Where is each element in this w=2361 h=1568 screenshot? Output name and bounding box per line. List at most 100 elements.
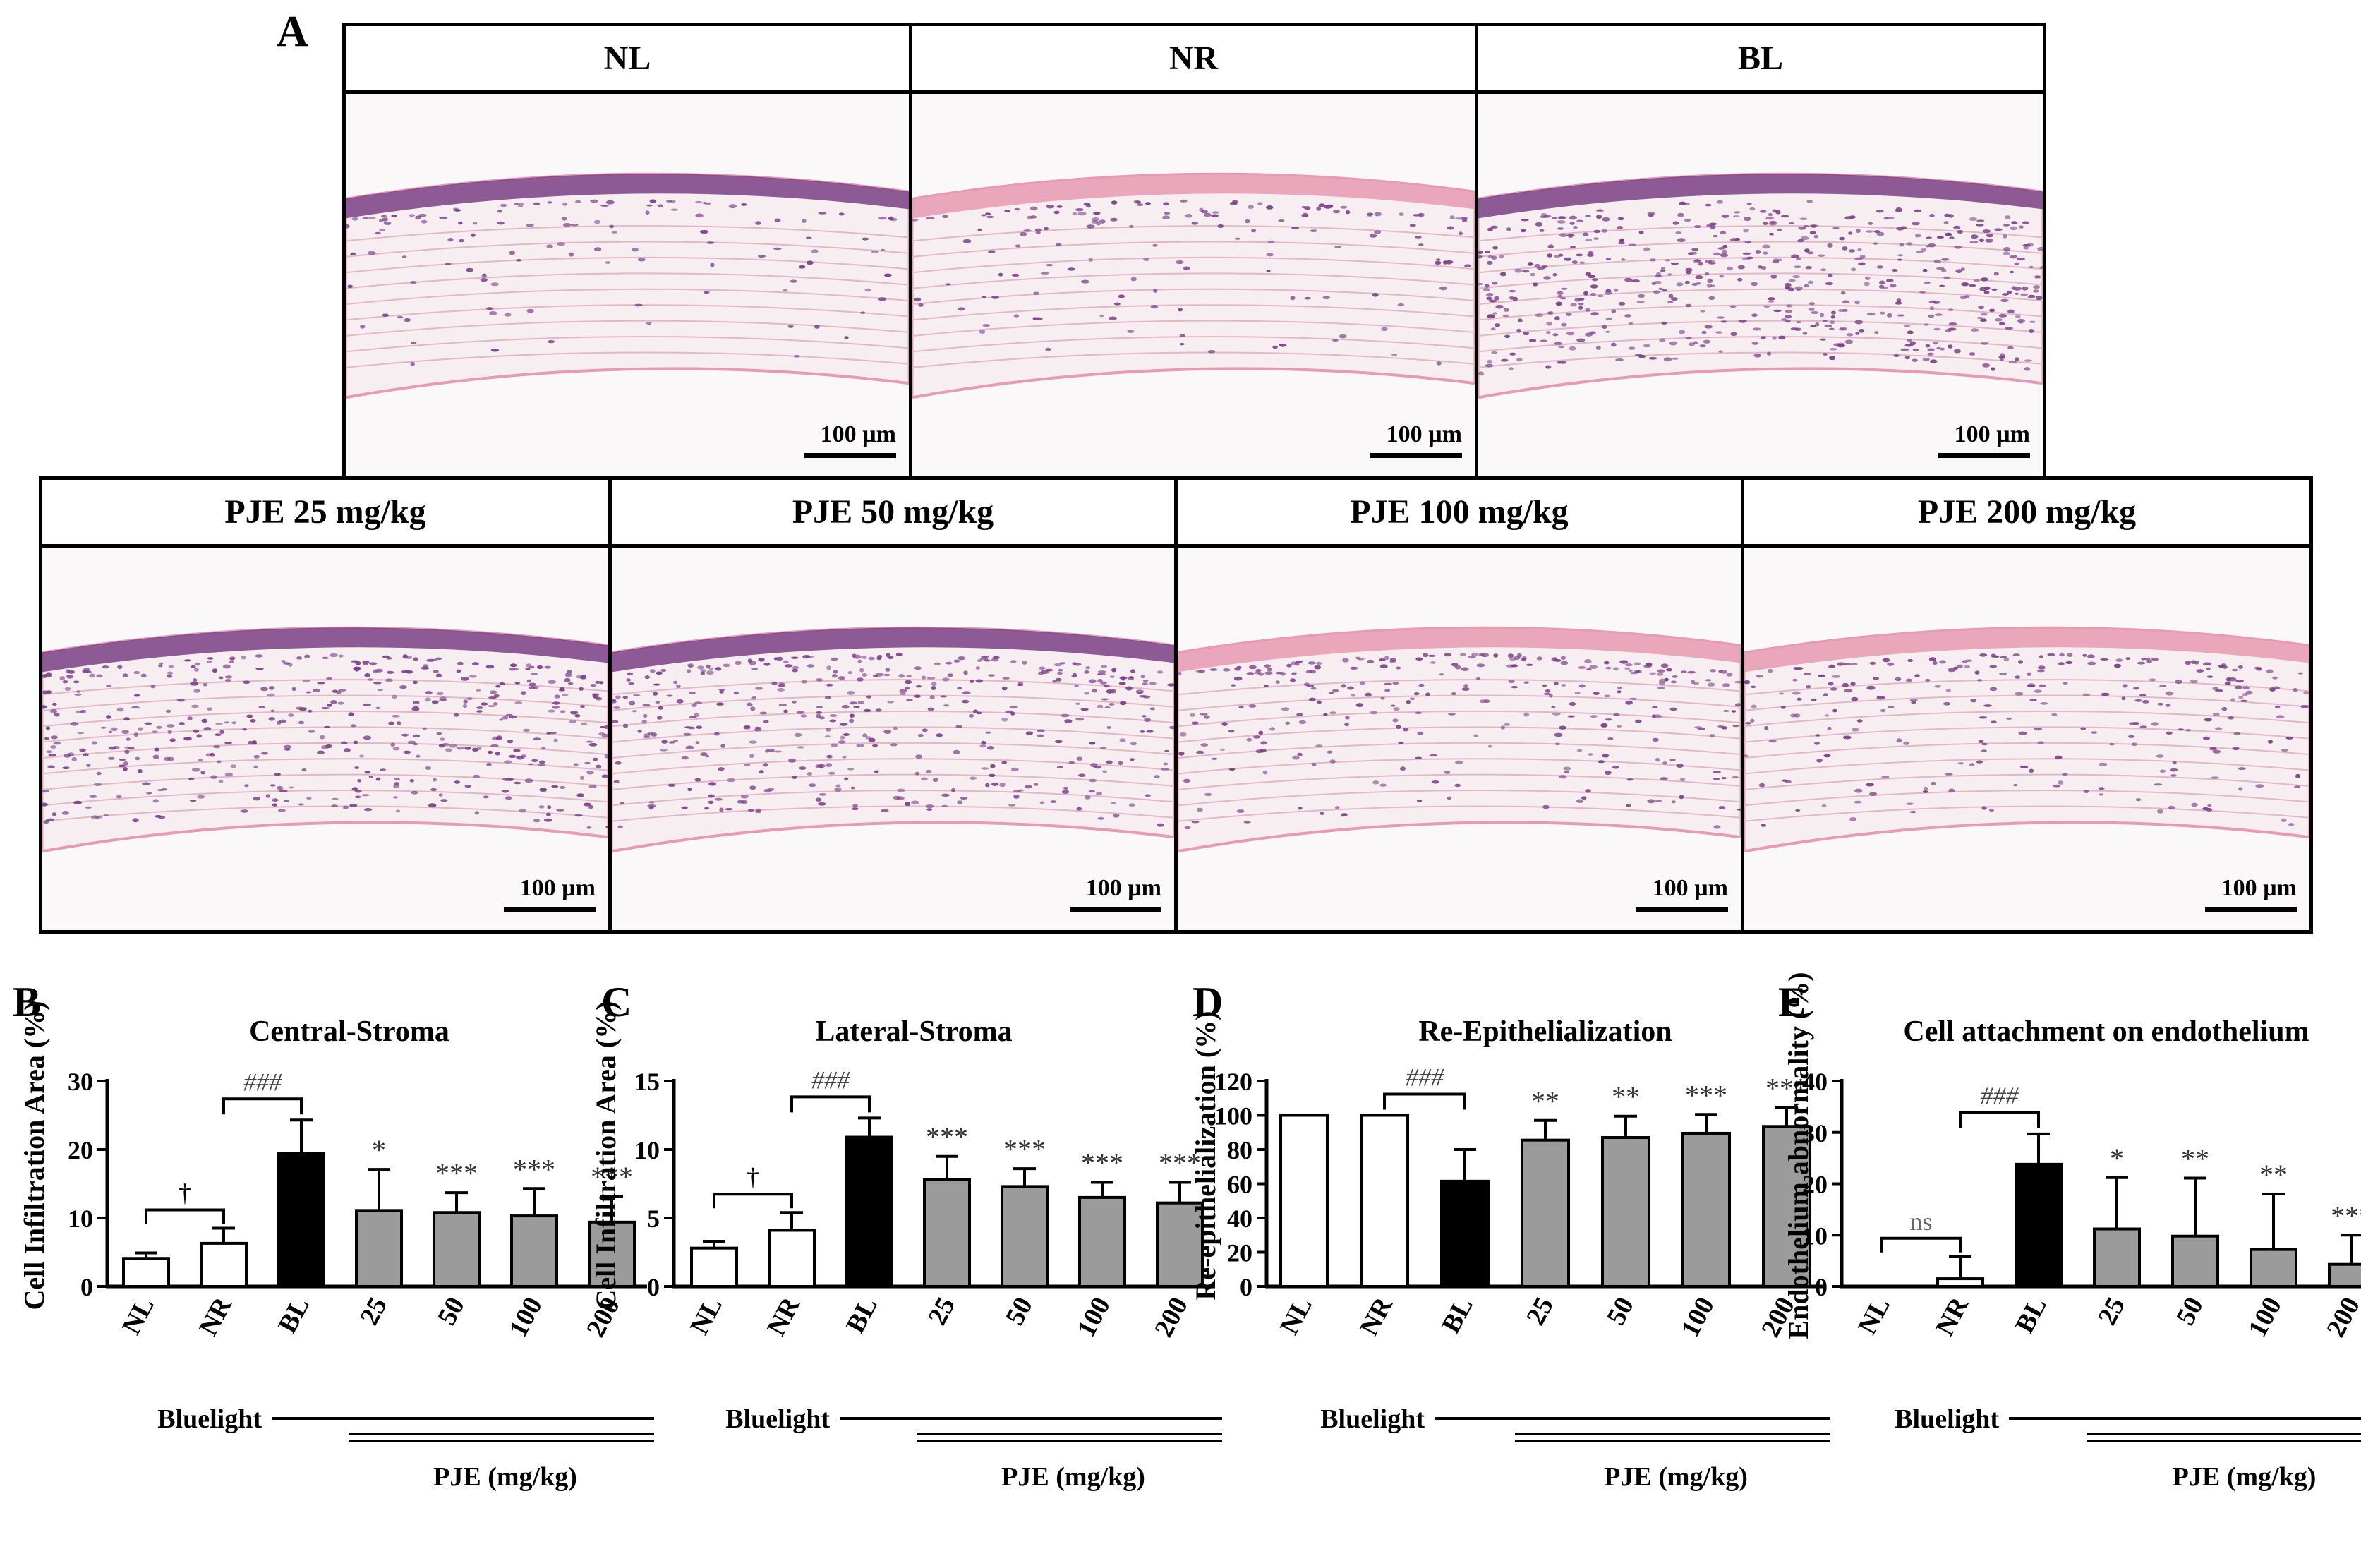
group-label-bluelight: Bluelight [725, 1404, 830, 1434]
x-tick-label: 25 [1521, 1293, 1559, 1330]
y-tick-label: 0 [1815, 1273, 1828, 1301]
bar [1936, 1277, 1984, 1289]
x-tick-label: 25 [922, 1293, 961, 1330]
significance-marker: ** [1531, 1085, 1559, 1117]
bar [1521, 1138, 1570, 1288]
significance-marker: ** [2259, 1159, 2288, 1190]
bar [2250, 1248, 2297, 1288]
group-label-bluelight: Bluelight [157, 1404, 262, 1434]
bracket-label: ### [1981, 1082, 2019, 1110]
y-tick-label: 10 [634, 1136, 660, 1164]
y-axis-label: Endothelium abnormality (%) [1782, 972, 1814, 1339]
bar [1001, 1185, 1049, 1288]
he-stain-image: 100 µm [1744, 548, 2309, 930]
y-tick-label: 20 [68, 1136, 93, 1164]
bar [2015, 1162, 2063, 1288]
bar [433, 1211, 481, 1288]
x-tick-label: NL [1274, 1293, 1318, 1339]
tissue-section-drawing [912, 94, 1475, 476]
he-stain-image: 100 µm [612, 548, 1174, 930]
scale-bar-label: 100 µm [1085, 875, 1161, 901]
tissue-section-drawing [346, 94, 909, 476]
significance-bracket [713, 1193, 793, 1209]
significance-marker: *** [435, 1157, 478, 1189]
x-tick-label: BL [840, 1293, 883, 1338]
scale-bar [1370, 453, 1462, 458]
significance-marker: *** [2331, 1200, 2361, 1231]
he-stain-image: 100 µm [1478, 94, 2043, 476]
x-tick-label: 25 [354, 1293, 393, 1330]
chart-panel-letter: C [601, 979, 632, 1025]
micrograph-panel: PJE 100 mg/kg 100 µm [1174, 476, 1744, 934]
x-tick-label: 100 [2242, 1293, 2288, 1342]
x-tick-label: 50 [2170, 1293, 2209, 1330]
significance-marker: *** [1159, 1147, 1201, 1179]
significance-marker: *** [1685, 1079, 1727, 1111]
y-tick-label: 30 [68, 1068, 93, 1096]
y-tick-label: 20 [1802, 1171, 1828, 1199]
scale-bar-label: 100 µm [1954, 421, 2030, 447]
bar [510, 1214, 558, 1288]
x-tick-label: 100 [1071, 1293, 1116, 1342]
micrograph-panel: PJE 50 mg/kg 100 µm [608, 476, 1178, 934]
chart-title: Cell attachment on endothelium [1903, 1015, 2309, 1048]
significance-bracket [1880, 1236, 1962, 1253]
x-tick-label: NL [1852, 1293, 1896, 1339]
bracket-label: ### [1406, 1063, 1444, 1092]
scale-bar [1070, 907, 1161, 912]
x-tick-label: BL [1436, 1293, 1479, 1338]
scale-bar-label: 100 µm [820, 421, 896, 447]
bar [2093, 1227, 2141, 1289]
significance-marker: *** [1765, 1073, 1808, 1104]
significance-marker: * [372, 1134, 386, 1166]
bar [923, 1178, 971, 1289]
significance-marker: * [2110, 1142, 2124, 1174]
scale-bar [1938, 453, 2030, 458]
y-tick-label: 0 [1240, 1273, 1252, 1301]
bracket-label: ### [243, 1068, 282, 1096]
micrograph-label: PJE 25 mg/kg [42, 480, 608, 548]
x-tick-label: NR [1930, 1292, 1974, 1341]
bar [1156, 1201, 1204, 1289]
bar [1279, 1114, 1329, 1288]
tissue-section-drawing [1744, 548, 2309, 930]
significance-marker: *** [1003, 1133, 1046, 1165]
micrograph-panel: NL 100 µm [342, 23, 912, 480]
significance-bracket [1383, 1092, 1466, 1110]
significance-bracket [222, 1097, 303, 1115]
significance-marker: ** [2181, 1142, 2209, 1174]
significance-marker: *** [1081, 1147, 1123, 1179]
scale-bar-label: 100 µm [1652, 875, 1728, 901]
significance-marker: *** [513, 1153, 555, 1185]
bar [2328, 1262, 2361, 1289]
y-tick-label: 40 [1802, 1068, 1828, 1096]
x-tick-label: 100 [1675, 1293, 1720, 1342]
bar [845, 1135, 893, 1289]
y-tick-label: 10 [68, 1205, 93, 1233]
y-axis-label: Cell Infiltration Area (%) [590, 1001, 622, 1310]
y-tick-label: 60 [1227, 1171, 1252, 1199]
micrograph-label: NL [346, 26, 909, 94]
scale-bar [504, 907, 596, 912]
group-label-pje: PJE (mg/kg) [1001, 1462, 1145, 1492]
y-axis-label: Re-epithelialization (%) [1190, 1011, 1221, 1301]
x-tick-label: BL [272, 1293, 315, 1338]
x-tick-label: 50 [1000, 1293, 1039, 1330]
micrograph-panel: PJE 200 mg/kg 100 µm [1741, 476, 2313, 934]
chart-panel-letter: B [13, 979, 41, 1025]
micrograph-panel: PJE 25 mg/kg 100 µm [39, 476, 612, 934]
x-tick-label: 200 [2321, 1293, 2361, 1342]
significance-bracket [145, 1208, 225, 1224]
bracket-label: ### [811, 1066, 850, 1094]
bar [768, 1229, 816, 1288]
bar [122, 1257, 170, 1288]
y-tick-label: 10 [1802, 1222, 1828, 1250]
he-stain-image: 100 µm [346, 94, 909, 476]
x-tick-label: NL [116, 1293, 160, 1339]
x-tick-label: NR [193, 1292, 238, 1341]
micrograph-panel: BL 100 µm [1475, 23, 2046, 480]
tissue-section-drawing [1478, 94, 2043, 476]
bar [1078, 1195, 1126, 1289]
x-tick-label: 200 [1149, 1293, 1194, 1342]
